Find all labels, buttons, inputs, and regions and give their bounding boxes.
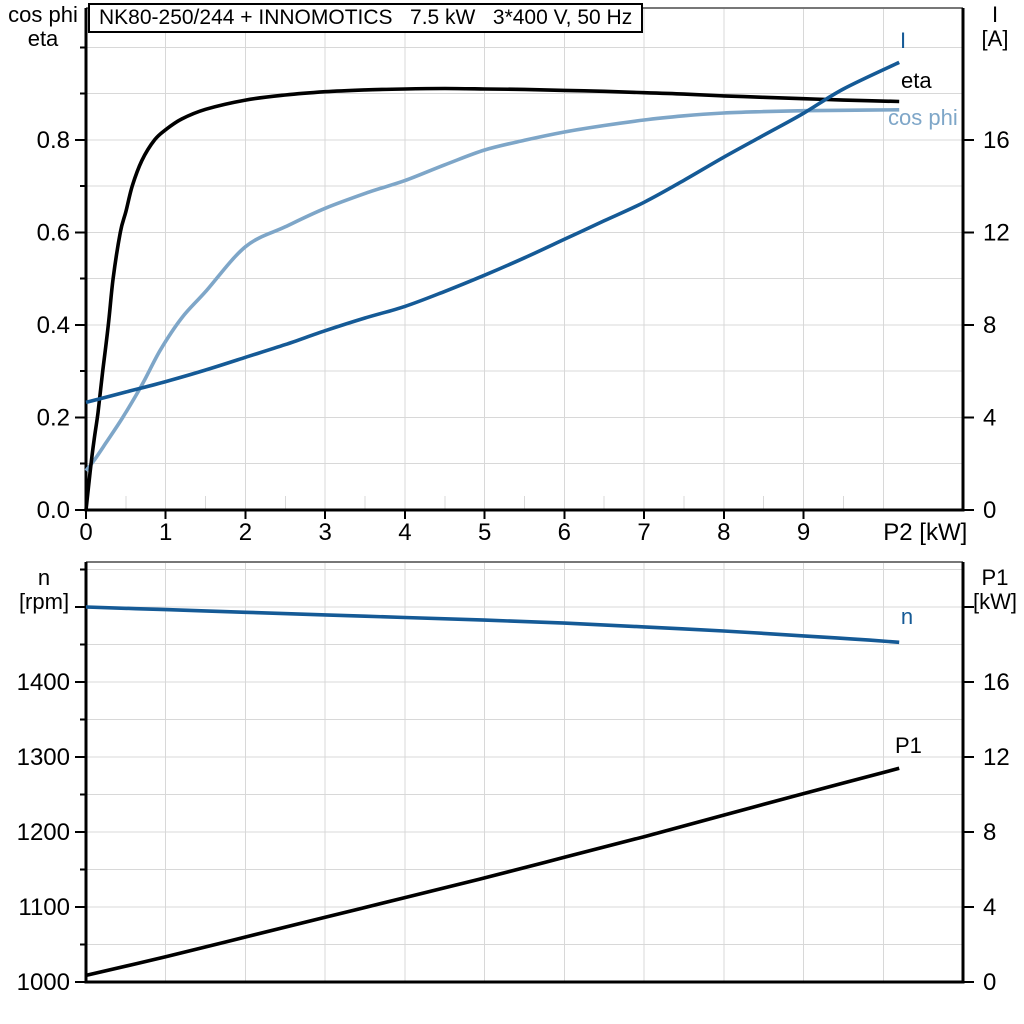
tick-labels: 1000 1100 1200 1300 1400 0 4 8 12 16 (17, 669, 1010, 996)
rpm-unit-label: [rpm] (18, 589, 70, 614)
left-tick-label: 0.4 (37, 312, 70, 339)
x-tick-label: 0 (79, 519, 92, 546)
left-tick-label: 1200 (17, 819, 70, 846)
I-curve-label: I (899, 28, 907, 53)
right-tick-label: 0 (983, 497, 996, 524)
x-tick-label: 3 (319, 519, 332, 546)
right-tick-label: 4 (983, 404, 996, 431)
cos-phi-curve-label: cos phi (888, 105, 958, 130)
right-tick-label: 8 (983, 312, 996, 339)
kw-unit-label: [kW] (973, 589, 1017, 614)
bottom-right-axis-title: P1 [kW] (970, 566, 1020, 614)
cos-phi-axis-label: cos phi (8, 2, 78, 27)
top-left-axis-title: cos phi eta (4, 3, 82, 51)
chart-title-box: NK80-250/244 + INNOMOTICS 7.5 kW 3*400 V… (88, 3, 644, 33)
bottom-left-axis-title: n [rpm] (6, 566, 82, 614)
speed-power-chart: 1000 1100 1200 1300 1400 0 4 8 12 16 (17, 561, 1010, 996)
x-tick-label: 9 (797, 519, 810, 546)
axes (75, 561, 974, 984)
right-tick-label: 16 (983, 127, 1010, 154)
n-curve-label: n (900, 604, 914, 629)
right-tick-label: 0 (983, 969, 996, 996)
current-axis-label: I (991, 2, 999, 27)
ampere-unit-label: [A] (981, 26, 1009, 51)
eta-curve (84, 86, 900, 511)
left-tick-label: 1300 (17, 744, 70, 771)
left-tick-label: 0.2 (37, 404, 70, 431)
cos_phi-curve (84, 108, 900, 472)
right-tick-label: 12 (983, 219, 1010, 246)
x-tick-label: 7 (637, 519, 650, 546)
x-tick-label: 2 (239, 519, 252, 546)
gridlines (86, 562, 963, 982)
eta-axis-label: eta (27, 26, 59, 51)
gridlines (86, 8, 963, 510)
x-tick-label: 5 (478, 519, 491, 546)
x-tick-label: 4 (398, 519, 411, 546)
top-right-axis-title: I [A] (972, 3, 1018, 51)
chart-title: NK80-250/244 + INNOMOTICS 7.5 kW 3*400 V… (99, 6, 633, 29)
left-tick-label: 1400 (17, 669, 70, 696)
left-tick-label: 1000 (17, 969, 70, 996)
P1-curve (85, 766, 900, 978)
x-tick-label: 8 (717, 519, 730, 546)
right-tick-label: 4 (983, 894, 996, 921)
left-tick-label: 0.8 (37, 127, 70, 154)
P1-curve-label: P1 (895, 733, 922, 758)
right-tick-label: 12 (983, 744, 1010, 771)
x-axis-unit-label: P2 [kW] (883, 519, 967, 546)
axes (75, 7, 974, 519)
right-tick-label: 8 (983, 819, 996, 846)
right-tick-label: 16 (983, 669, 1010, 696)
left-tick-label: 0.6 (37, 219, 70, 246)
n-curve (85, 605, 900, 645)
x-tick-label: 1 (159, 519, 172, 546)
I-curve (85, 60, 900, 405)
left-tick-label: 0.0 (37, 497, 70, 524)
speed-axis-label: n (37, 565, 51, 590)
p1-axis-label: P1 (981, 565, 1009, 590)
eta-curve-label: eta (901, 68, 932, 93)
left-tick-label: 1100 (18, 894, 70, 921)
x-tick-label: 6 (558, 519, 571, 546)
